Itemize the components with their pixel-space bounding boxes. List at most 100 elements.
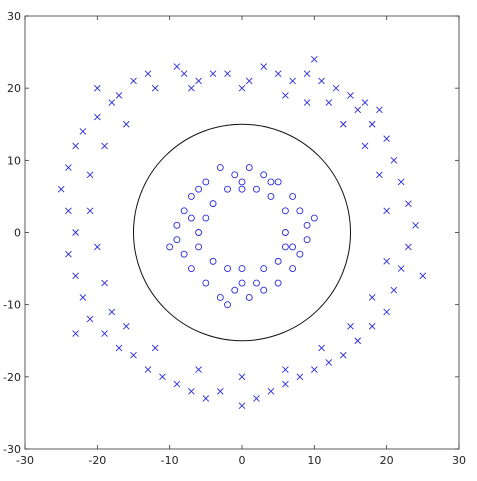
x-tick-label-3: 0 <box>239 454 246 467</box>
point-o-19 <box>173 236 181 244</box>
point-o-25 <box>238 185 246 193</box>
point-x-76 <box>318 344 325 352</box>
point-x-52 <box>412 221 419 229</box>
point-x-79 <box>383 258 390 265</box>
point-x-51 <box>405 243 412 251</box>
point-o-37 <box>195 229 203 236</box>
point-x-44 <box>325 359 333 366</box>
point-x-3 <box>195 77 202 85</box>
point-x-28 <box>86 315 94 323</box>
point-x-71 <box>122 322 130 330</box>
point-o-12 <box>260 286 268 294</box>
point-x-69 <box>101 279 108 287</box>
point-o-45 <box>253 279 260 287</box>
point-x-56 <box>383 135 390 143</box>
point-x-37 <box>216 387 224 395</box>
point-o-8 <box>303 236 311 244</box>
x-tick-label-5: 20 <box>380 454 394 467</box>
point-o-44 <box>224 301 231 309</box>
point-o-7 <box>303 221 311 229</box>
point-x-82 <box>361 142 369 150</box>
point-x-65 <box>101 142 108 150</box>
point-o-43 <box>166 243 174 251</box>
point-x-58 <box>354 106 362 114</box>
point-x-39 <box>253 395 260 402</box>
point-x-85 <box>122 120 130 128</box>
y-tick-label-6: 30 <box>7 10 21 23</box>
point-x-30 <box>115 344 123 352</box>
point-o-36 <box>195 243 203 251</box>
reference-circle <box>133 123 351 342</box>
point-o-23 <box>202 178 210 186</box>
point-o-26 <box>253 185 260 193</box>
point-o-15 <box>216 294 224 301</box>
point-x-17 <box>108 99 116 106</box>
point-x-35 <box>188 387 195 395</box>
axis-tick-labels: -30 -20 -10 0 10 20 30 -30 -20 -10 0 10 20 30 <box>3 10 466 467</box>
point-o-10 <box>289 265 297 273</box>
point-x-21 <box>65 164 72 171</box>
point-x-89 <box>94 84 101 92</box>
point-o-11 <box>274 279 282 287</box>
point-x-6 <box>245 77 253 85</box>
point-x-47 <box>368 322 376 330</box>
point-x-24 <box>72 229 79 236</box>
point-x-2 <box>180 70 188 78</box>
y-tick-label-2: -10 <box>3 299 21 312</box>
point-x-16 <box>115 92 123 99</box>
point-x-36 <box>202 395 210 402</box>
point-o-35 <box>209 257 217 265</box>
point-x-1 <box>173 63 181 70</box>
point-x-88 <box>311 55 318 63</box>
point-x-63 <box>282 92 289 99</box>
x-tick-label-4: 10 <box>307 454 321 467</box>
point-x-11 <box>318 77 325 85</box>
point-x-34 <box>173 380 181 388</box>
x-tick-label-2: -10 <box>161 454 179 467</box>
point-x-53 <box>405 200 412 207</box>
axis-ticks <box>24 15 460 450</box>
y-tick-label-3: 0 <box>14 227 21 240</box>
point-x-10 <box>303 70 311 78</box>
point-o-20 <box>173 221 181 229</box>
point-x-40 <box>267 387 275 395</box>
point-x-19 <box>79 128 87 135</box>
point-x-62 <box>238 84 246 92</box>
point-x-31 <box>130 351 137 359</box>
point-x-77 <box>347 322 354 330</box>
x-tick-label-0: -30 <box>16 454 34 467</box>
point-x-84 <box>303 99 311 106</box>
point-x-18 <box>94 113 101 121</box>
point-x-64 <box>325 99 333 106</box>
point-o-42 <box>310 214 318 222</box>
reference-circle-layer <box>133 123 351 342</box>
point-x-23 <box>65 207 72 215</box>
plot-frame <box>24 15 460 450</box>
point-o-18 <box>180 250 188 258</box>
point-x-5 <box>224 70 231 78</box>
point-o-33 <box>238 265 246 273</box>
point-o-17 <box>187 265 195 273</box>
point-x-27 <box>79 294 87 301</box>
point-x-12 <box>332 84 340 92</box>
point-x-81 <box>376 171 383 179</box>
point-x-66 <box>86 171 94 179</box>
point-x-41 <box>282 380 289 388</box>
point-x-78 <box>368 294 376 301</box>
point-x-9 <box>289 77 296 85</box>
point-o-1 <box>231 171 239 179</box>
point-o-2 <box>245 164 253 172</box>
point-x-4 <box>209 70 217 78</box>
x-tick-label-6: 30 <box>452 454 466 467</box>
point-x-7 <box>260 63 268 70</box>
point-o-31 <box>274 257 282 265</box>
point-o-41 <box>267 178 275 186</box>
y-tick-label-0: -30 <box>3 443 21 456</box>
point-x-86 <box>72 330 79 337</box>
point-x-59 <box>376 106 383 114</box>
point-o-39 <box>209 200 217 208</box>
point-x-43 <box>311 366 318 373</box>
point-o-21 <box>180 207 188 215</box>
